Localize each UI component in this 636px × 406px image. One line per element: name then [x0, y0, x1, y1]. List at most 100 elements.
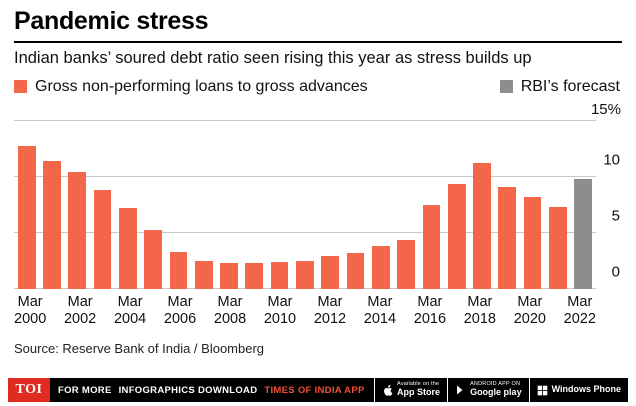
- bar-mar-2004: [118, 207, 137, 289]
- x-tick-label-mar-2001: [46, 289, 64, 328]
- bar-mar-2012: [321, 256, 340, 289]
- bar-column: [520, 121, 545, 289]
- bar-column: [318, 121, 343, 289]
- bar-mar-2021: [549, 206, 567, 289]
- x-tick-label-mar-2014: Mar 2014: [363, 293, 397, 327]
- bar-mar-2013: [346, 252, 365, 289]
- apple-icon: [382, 384, 393, 397]
- x-tick-label-mar-2016: Mar 2016: [413, 293, 447, 327]
- bar-column: [90, 121, 115, 289]
- windows-phone-badge[interactable]: Windows Phone: [528, 378, 628, 402]
- google-play-badge-text: ANDROID APP ON Google play: [470, 382, 522, 397]
- x-tick-label-mar-2004: Mar 2004: [113, 293, 147, 327]
- app-store-badge[interactable]: Available on the App Store: [374, 378, 447, 402]
- y-tick-5: 5: [611, 207, 620, 225]
- x-tick-label-mar-2012: Mar 2012: [313, 293, 347, 327]
- windows-phone-badge-text: Windows Phone: [552, 384, 621, 394]
- app-store-badge-bottom: App Store: [397, 387, 441, 398]
- google-play-badge-top: ANDROID APP ON: [470, 381, 521, 388]
- bar-mar-2015: [397, 240, 415, 289]
- bar-column: [393, 121, 418, 289]
- bar-column: [14, 121, 39, 289]
- y-tick-0: 0: [611, 263, 620, 281]
- bar-column: [545, 121, 570, 289]
- footer-text-2: INFOGRAPHICS DOWNLOAD: [118, 384, 258, 396]
- plot-area: [14, 121, 596, 289]
- chart-legend: Gross non-performing loans to gross adva…: [14, 78, 622, 96]
- page-title: Pandemic stress: [14, 7, 209, 35]
- google-play-icon: [455, 384, 466, 396]
- app-store-badge-text: Available on the App Store: [397, 382, 440, 397]
- bar-mar-2017: [447, 184, 466, 289]
- bar-mar-2009: [245, 262, 264, 289]
- bar-column: [39, 121, 64, 289]
- bar-column: [495, 121, 520, 289]
- bar-column: [571, 121, 596, 289]
- windows-icon: [537, 385, 548, 396]
- bar-mar-2020: [523, 196, 542, 289]
- bar-column: [242, 121, 267, 289]
- x-axis-labels: Mar 2000 Mar 2002 Mar 2004 Mar 2006 Mar 2008 Mar 20…: [14, 289, 596, 328]
- store-badges: Available on the App Store ANDROID APP O…: [374, 378, 628, 402]
- x-tick-label-mar-2006: Mar 2006: [163, 293, 197, 327]
- y-tick-10: 10: [603, 151, 620, 169]
- x-tick-label-mar-2009: [246, 289, 264, 328]
- app-store-badge-top: Available on the: [397, 381, 440, 388]
- gridline-15: [14, 119, 596, 121]
- x-tick-label-mar-2008: Mar 2008: [213, 293, 247, 327]
- bar-column: [191, 121, 216, 289]
- bar-mar-2000: [17, 146, 36, 289]
- bar-column: [267, 121, 292, 289]
- legend-label-forecast: RBI’s forecast: [520, 77, 620, 95]
- bar-column: [343, 121, 368, 289]
- x-tick-label-mar-2018: Mar 2018: [463, 293, 496, 327]
- footer-text: FOR MORE INFOGRAPHICS DOWNLOAD TIMES OF …: [50, 378, 373, 402]
- bar-column: [65, 121, 90, 289]
- bar-column: [419, 121, 444, 289]
- bar-column: [140, 121, 165, 289]
- bar-column: [292, 121, 317, 289]
- forecast-bar-mar-2022: [574, 178, 593, 289]
- x-tick-label-mar-2002: Mar 2002: [63, 293, 97, 327]
- x-tick-label-mar-2003: [96, 289, 114, 328]
- x-tick-label-mar-2022: Mar 2022: [563, 293, 596, 327]
- x-tick-label-mar-2013: [346, 289, 364, 328]
- npl-swatch-icon: [14, 80, 27, 94]
- bar-mar-2001: [43, 160, 61, 289]
- bar-mar-2007: [194, 260, 213, 289]
- bar-mar-2016: [422, 204, 441, 289]
- bar-mar-2003: [93, 190, 112, 289]
- bar-mar-2018: [473, 163, 491, 289]
- footer-bar: TOI FOR MORE INFOGRAPHICS DOWNLOAD TIMES…: [8, 378, 628, 402]
- legend-item-npl: Gross non-performing loans to gross adva…: [14, 78, 368, 96]
- bar-mar-2008: [220, 262, 238, 289]
- bar-mar-2011: [296, 260, 314, 289]
- x-tick-label-mar-2021: [546, 289, 564, 328]
- x-tick-label-mar-2017: [446, 289, 464, 328]
- x-tick-label-mar-2020: Mar 2020: [513, 293, 546, 327]
- legend-item-forecast: RBI’s forecast: [499, 77, 620, 96]
- bar-mar-2019: [498, 186, 517, 289]
- google-play-badge[interactable]: ANDROID APP ON Google play: [447, 378, 529, 402]
- bar-mar-2010: [270, 261, 289, 289]
- bar-mar-2014: [371, 246, 390, 289]
- bar-mar-2006: [169, 251, 188, 289]
- legend-label-npl: Gross non-performing loans to gross adva…: [35, 77, 368, 95]
- footer-text-1: FOR MORE: [58, 384, 112, 396]
- x-tick-label-mar-2005: [146, 289, 164, 328]
- gridline-10: [14, 175, 596, 177]
- toi-logo: TOI: [8, 378, 50, 402]
- google-play-badge-bottom: Google play: [470, 387, 522, 398]
- x-tick-label-mar-2011: [296, 289, 314, 328]
- bar-column: [166, 121, 191, 289]
- x-tick-label-mar-2007: [196, 289, 214, 328]
- x-tick-label-mar-2000: Mar 2000: [14, 293, 47, 327]
- bar-column: [115, 121, 140, 289]
- content: Pandemic stress Indian banks’ soured deb…: [14, 7, 622, 356]
- x-tick-label-mar-2019: [496, 289, 514, 328]
- bar-column: [469, 121, 494, 289]
- x-tick-label-mar-2015: [396, 289, 414, 328]
- bar-column: [444, 121, 469, 289]
- title-divider: [14, 40, 622, 43]
